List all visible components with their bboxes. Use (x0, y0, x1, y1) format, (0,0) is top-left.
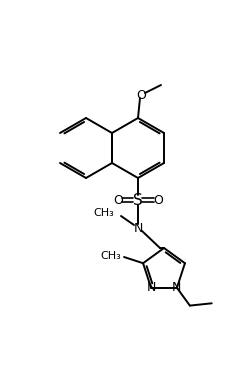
Text: O: O (152, 194, 162, 207)
Text: CH₃: CH₃ (100, 251, 120, 261)
Text: N: N (133, 222, 142, 235)
Text: CH₃: CH₃ (93, 208, 114, 218)
Text: O: O (136, 89, 145, 102)
Text: O: O (113, 194, 123, 207)
Text: S: S (133, 193, 142, 207)
Text: N: N (146, 281, 155, 294)
Text: N: N (172, 281, 181, 294)
